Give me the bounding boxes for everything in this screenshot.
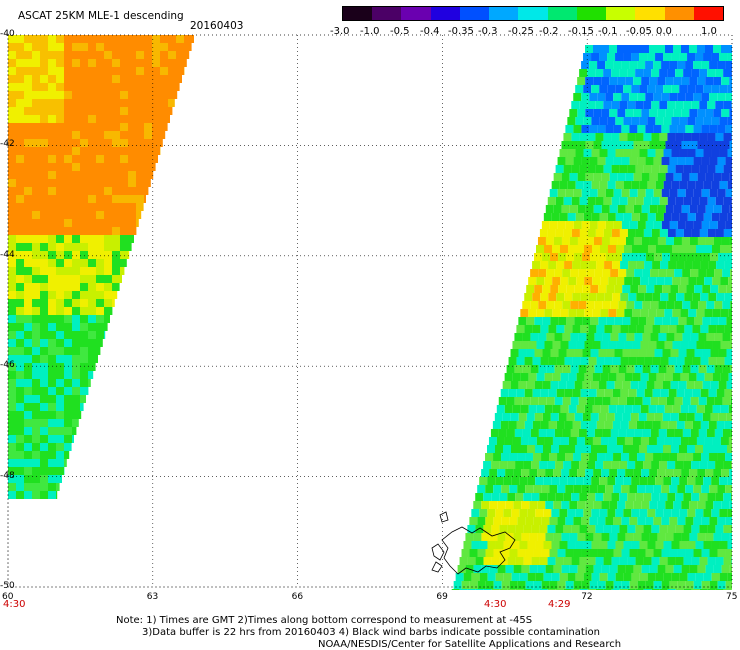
latitude-label: -40 xyxy=(0,29,15,39)
colorbar-segment xyxy=(518,7,548,20)
swath-time-right: 4:29 xyxy=(548,599,571,610)
colorbar-segment xyxy=(459,7,490,20)
latitude-label: -42 xyxy=(0,139,15,150)
colorbar-label: -0.5 xyxy=(390,26,410,37)
colorbar-segment xyxy=(693,7,724,20)
longitude-label: 66 xyxy=(291,592,304,602)
colorbar-segment xyxy=(489,7,519,20)
colorbar-segment xyxy=(547,7,577,20)
note-line-1: Note: 1) Times are GMT 2)Times along bot… xyxy=(116,615,533,626)
colorbar-label: -0.25 xyxy=(508,26,534,37)
latitude-label: -48 xyxy=(0,470,15,481)
colorbar-label: -0.4 xyxy=(420,26,440,37)
longitude-label: 60 xyxy=(2,592,14,602)
colorbar-label: -0.2 xyxy=(539,26,559,37)
colorbar-segment xyxy=(635,7,665,20)
coastline-segment xyxy=(441,526,516,575)
swath-left xyxy=(8,35,194,499)
colorbar-label: -0.3 xyxy=(478,26,498,37)
colorbar-segment xyxy=(576,7,607,20)
coastline-segment xyxy=(439,511,449,523)
coastline-segment xyxy=(431,561,443,573)
colorbar-segment xyxy=(401,7,431,20)
colorbar-segment xyxy=(606,7,636,20)
longitude-label: 72 xyxy=(581,592,593,602)
colorbar-label: 0.0 xyxy=(656,26,672,37)
colorbar-label: -0.35 xyxy=(448,26,474,37)
colorbar-label: -1.0 xyxy=(360,26,380,37)
colorbar-segment xyxy=(664,7,694,20)
colorbar-label: -0.15 xyxy=(568,26,594,37)
colorbar-label: -3.0 xyxy=(330,26,350,37)
plot-frame xyxy=(7,34,733,588)
kerguelen-coastline xyxy=(431,511,516,575)
swath-time-mid: 4:30 xyxy=(484,599,507,610)
colorbar-segment xyxy=(343,7,373,20)
longitude-label: 69 xyxy=(436,592,448,602)
colorbar-label: -0.1 xyxy=(598,26,618,37)
colorbar-segment xyxy=(372,7,402,20)
coastline-segment xyxy=(431,543,445,561)
colorbar-labels: -3.0 -1.0 -0.5 -0.4 -0.35 -0.3 -0.25 -0.2 -0.15-… xyxy=(330,27,730,39)
latitude-label: -44 xyxy=(0,249,15,260)
note-line-3: NOAA/NESDIS/Center for Satellite Applica… xyxy=(318,639,622,650)
colorbar-label: 1.0 xyxy=(701,26,717,37)
swath-right xyxy=(451,45,732,590)
colorbar xyxy=(342,6,724,21)
note-line-2: 3)Data buffer is 22 hrs from 20160403 4)… xyxy=(142,627,600,638)
latitude-label: -46 xyxy=(0,360,15,371)
colorbar-label: -0.05 xyxy=(626,26,652,37)
longitude-label: 75 xyxy=(726,592,738,602)
colorbar-segment xyxy=(430,7,460,20)
product-date: 20160403 xyxy=(190,20,244,32)
latitude-label: -50 xyxy=(0,581,15,591)
longitude-label: 63 xyxy=(146,592,159,602)
swath-time-left: 4:30 xyxy=(3,599,26,610)
product-title: ASCAT 25KM MLE-1 descending xyxy=(18,10,184,22)
